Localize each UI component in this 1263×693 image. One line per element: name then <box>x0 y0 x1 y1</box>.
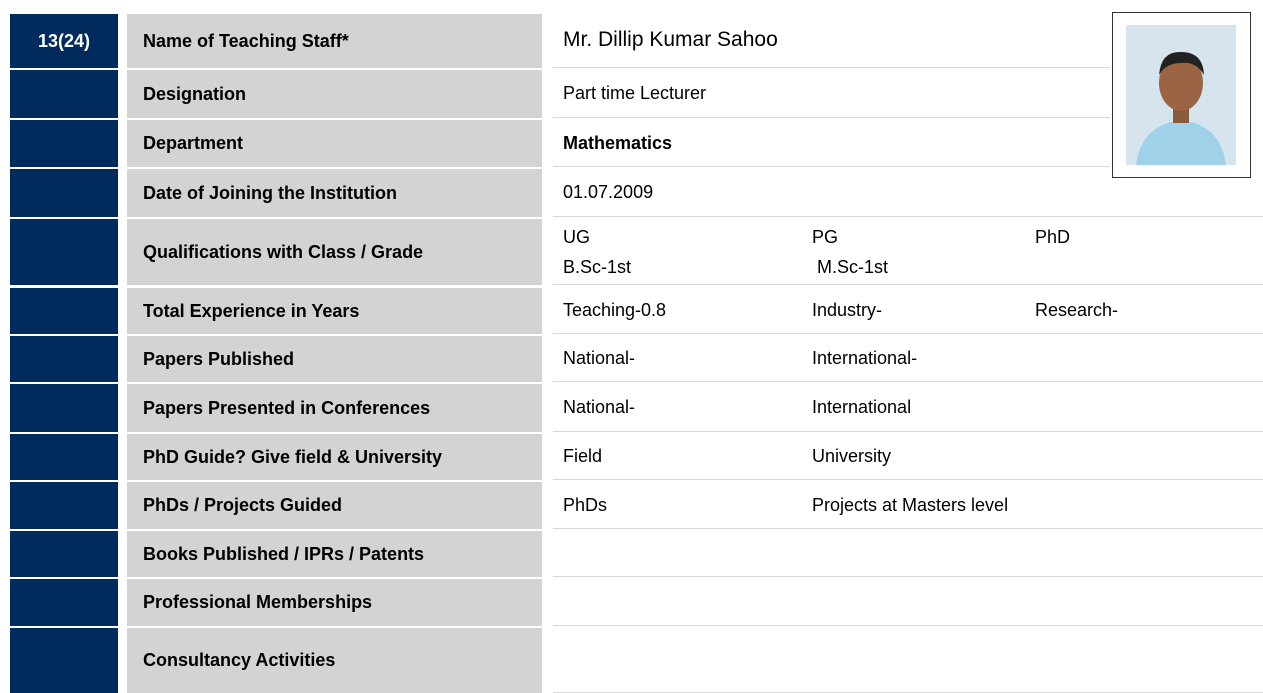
row-number <box>10 579 118 626</box>
row-value: Part time Lecturer <box>553 70 1110 118</box>
value-text: PG <box>812 227 839 247</box>
row-value: PhDs Projects at Masters level <box>553 482 1263 529</box>
row-value <box>553 579 1263 626</box>
row-label: Papers Published <box>127 336 542 382</box>
row-label: Qualifications with Class / Grade <box>127 219 542 285</box>
value-text: National- <box>563 348 636 368</box>
row-number: 13(24) <box>10 14 118 68</box>
row-number <box>10 70 118 118</box>
value-text: National- <box>563 397 636 417</box>
row-number <box>10 169 118 217</box>
value-text: Part time Lecturer <box>563 83 707 103</box>
value-text: PhDs <box>563 494 608 515</box>
value-text: Teaching-0.8 <box>563 300 667 320</box>
value-text: Research- <box>1035 300 1119 320</box>
row-value: Mr. Dillip Kumar Sahoo <box>553 14 1110 68</box>
row-number <box>10 628 118 693</box>
row-label: Department <box>127 120 542 167</box>
row-value <box>553 628 1263 693</box>
row-value: Mathematics <box>553 120 1110 167</box>
value-text: University <box>812 446 892 466</box>
value-text: Mathematics <box>563 132 673 153</box>
row-value: Teaching-0.8 Industry- Research- <box>553 288 1263 334</box>
row-value <box>553 531 1263 577</box>
row-label: PhD Guide? Give field & University <box>127 434 542 480</box>
row-value: Field University <box>553 434 1263 480</box>
row-number <box>10 219 118 285</box>
row-label: Designation <box>127 70 542 118</box>
value-text: B.Sc-1st <box>563 257 632 277</box>
row-value: UG PG PhD B.Sc-1st M.Sc-1st <box>553 219 1263 285</box>
row-value: 01.07.2009 <box>553 169 1263 217</box>
row-label: Books Published / IPRs / Patents <box>127 531 542 577</box>
value-text: Mr. Dillip Kumar Sahoo <box>563 28 778 51</box>
row-number <box>10 384 118 432</box>
photo-frame <box>1112 12 1251 178</box>
row-number <box>10 288 118 334</box>
value-text: UG <box>563 227 590 247</box>
value-text: Projects at Masters level <box>812 494 1009 515</box>
row-label: Consultancy Activities <box>127 628 542 693</box>
row-label: Total Experience in Years <box>127 288 542 334</box>
value-text: PhD <box>1035 227 1071 247</box>
value-text: Industry- <box>812 300 883 320</box>
row-number <box>10 120 118 167</box>
value-text: 01.07.2009 <box>563 182 654 202</box>
row-label: PhDs / Projects Guided <box>127 482 542 529</box>
row-number <box>10 482 118 529</box>
row-number <box>10 336 118 382</box>
photo <box>1126 25 1236 165</box>
value-text: International <box>812 397 912 417</box>
row-label: Papers Presented in Conferences <box>127 384 542 432</box>
row-value: National- International- <box>553 336 1263 382</box>
row-label: Professional Memberships <box>127 579 542 626</box>
row-value: National- International <box>553 384 1263 432</box>
row-label: Date of Joining the Institution <box>127 169 542 217</box>
row-number <box>10 531 118 577</box>
row-label: Name of Teaching Staff* <box>127 14 542 68</box>
value-text: Field <box>563 446 603 466</box>
value-text: International- <box>812 348 918 368</box>
value-text: M.Sc-1st <box>817 257 889 277</box>
row-number <box>10 434 118 480</box>
